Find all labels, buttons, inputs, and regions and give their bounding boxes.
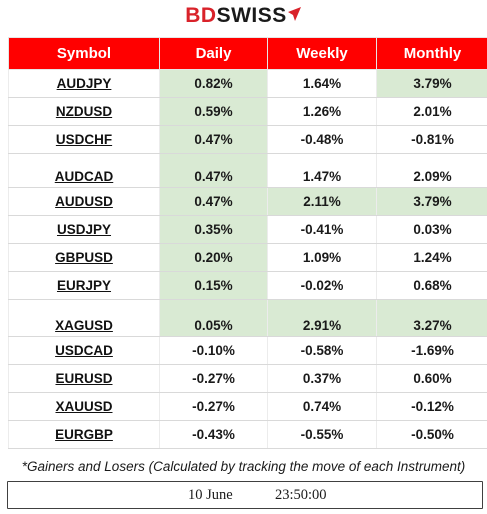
table-row: USDCHF 0.47% -0.48% -0.81% xyxy=(8,125,487,154)
header-symbol: Symbol xyxy=(8,37,160,70)
daily-cell: 0.35% xyxy=(159,215,268,244)
symbol-cell[interactable]: EURJPY xyxy=(8,271,160,300)
monthly-cell: 3.79% xyxy=(376,69,487,98)
table-row: EURUSD -0.27% 0.37% 0.60% xyxy=(8,364,487,393)
brand-swoosh-icon xyxy=(287,7,301,21)
symbol-cell[interactable]: USDCAD xyxy=(8,336,160,365)
daily-cell: -0.27% xyxy=(159,364,268,393)
monthly-cell: 1.24% xyxy=(376,243,487,272)
weekly-cell: -0.02% xyxy=(267,271,377,300)
monthly-cell: 2.01% xyxy=(376,97,487,126)
symbol-cell[interactable]: XAGUSD xyxy=(8,299,160,337)
symbol-cell[interactable]: AUDUSD xyxy=(8,187,160,216)
table-row: GBPUSD 0.20% 1.09% 1.24% xyxy=(8,243,487,272)
daily-cell: -0.27% xyxy=(159,392,268,421)
monthly-cell: 0.03% xyxy=(376,215,487,244)
daily-cell: 0.82% xyxy=(159,69,268,98)
weekly-cell: 1.47% xyxy=(267,153,377,188)
symbol-cell[interactable]: AUDCAD xyxy=(8,153,160,188)
table-header-row: Symbol Daily Weekly Monthly xyxy=(8,37,487,70)
table-row: USDCAD -0.10% -0.58% -1.69% xyxy=(8,336,487,365)
table-row: USDJPY 0.35% -0.41% 0.03% xyxy=(8,215,487,244)
weekly-cell: 2.91% xyxy=(267,299,377,337)
brand-logo-bd: BD xyxy=(185,4,217,27)
weekly-cell: -0.55% xyxy=(267,420,377,449)
symbol-cell[interactable]: USDCHF xyxy=(8,125,160,154)
monthly-cell: -0.81% xyxy=(376,125,487,154)
symbol-cell[interactable]: XAUUSD xyxy=(8,392,160,421)
monthly-cell: 3.79% xyxy=(376,187,487,216)
timestamp-box: 10 June 23:50:00 xyxy=(7,481,483,509)
performance-table: Symbol Daily Weekly Monthly AUDJPY 0.82%… xyxy=(8,37,487,449)
monthly-cell: -1.69% xyxy=(376,336,487,365)
timestamp-time: 23:50:00 xyxy=(275,487,327,503)
table-row: AUDJPY 0.82% 1.64% 3.79% xyxy=(8,69,487,98)
monthly-cell: 3.27% xyxy=(376,299,487,337)
daily-cell: 0.47% xyxy=(159,125,268,154)
table-row: NZDUSD 0.59% 1.26% 2.01% xyxy=(8,97,487,126)
brand-logo-swiss: SWISS xyxy=(216,4,287,27)
symbol-cell[interactable]: EURUSD xyxy=(8,364,160,393)
table-row: EURGBP -0.43% -0.55% -0.50% xyxy=(8,420,487,449)
symbol-cell[interactable]: GBPUSD xyxy=(8,243,160,272)
daily-cell: 0.47% xyxy=(159,187,268,216)
weekly-cell: 1.64% xyxy=(267,69,377,98)
daily-cell: 0.47% xyxy=(159,153,268,188)
monthly-cell: 0.68% xyxy=(376,271,487,300)
weekly-cell: -0.41% xyxy=(267,215,377,244)
weekly-cell: -0.48% xyxy=(267,125,377,154)
monthly-cell: 2.09% xyxy=(376,153,487,188)
monthly-cell: -0.12% xyxy=(376,392,487,421)
weekly-cell: -0.58% xyxy=(267,336,377,365)
weekly-cell: 1.26% xyxy=(267,97,377,126)
daily-cell: 0.05% xyxy=(159,299,268,337)
symbol-cell[interactable]: AUDJPY xyxy=(8,69,160,98)
table-row: XAUUSD -0.27% 0.74% -0.12% xyxy=(8,392,487,421)
footnote: *Gainers and Losers (Calculated by track… xyxy=(21,459,466,474)
table-row: AUDUSD 0.47% 2.11% 3.79% xyxy=(8,187,487,216)
monthly-cell: -0.50% xyxy=(376,420,487,449)
monthly-cell: 0.60% xyxy=(376,364,487,393)
daily-cell: -0.10% xyxy=(159,336,268,365)
weekly-cell: 0.74% xyxy=(267,392,377,421)
symbol-cell[interactable]: USDJPY xyxy=(8,215,160,244)
header-daily: Daily xyxy=(159,37,268,70)
symbol-cell[interactable]: NZDUSD xyxy=(8,97,160,126)
table-row: EURJPY 0.15% -0.02% 0.68% xyxy=(8,271,487,300)
brand-logo: BDSWISS xyxy=(0,4,487,30)
symbol-cell[interactable]: EURGBP xyxy=(8,420,160,449)
daily-cell: 0.20% xyxy=(159,243,268,272)
header-monthly: Monthly xyxy=(376,37,487,70)
table-row: AUDCAD 0.47% 1.47% 2.09% xyxy=(8,153,487,188)
weekly-cell: 0.37% xyxy=(267,364,377,393)
daily-cell: 0.59% xyxy=(159,97,268,126)
timestamp-date: 10 June xyxy=(188,487,233,503)
header-weekly: Weekly xyxy=(267,37,377,70)
daily-cell: -0.43% xyxy=(159,420,268,449)
weekly-cell: 2.11% xyxy=(267,187,377,216)
table-row: XAGUSD 0.05% 2.91% 3.27% xyxy=(8,299,487,337)
daily-cell: 0.15% xyxy=(159,271,268,300)
weekly-cell: 1.09% xyxy=(267,243,377,272)
